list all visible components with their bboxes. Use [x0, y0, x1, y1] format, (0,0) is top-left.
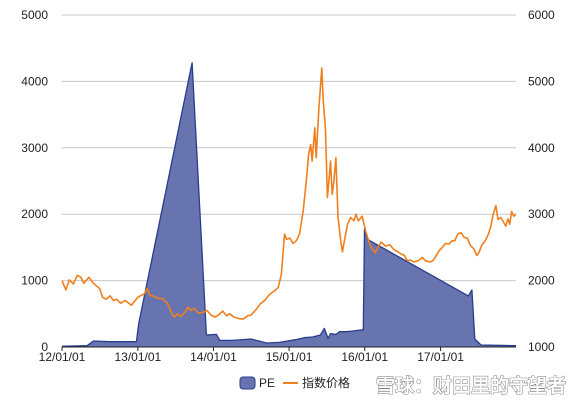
- gridlines: [62, 14, 516, 282]
- y-right-tick-label: 6000: [528, 8, 555, 22]
- y-right-tick-label: 5000: [528, 74, 555, 88]
- y-left-tick-label: 2000: [21, 207, 48, 221]
- y-left-tick-label: 3000: [21, 141, 48, 155]
- pe-area-fill: [62, 62, 516, 348]
- y-left-tick-label: 1000: [21, 274, 48, 288]
- legend: PE 指数价格: [239, 375, 350, 390]
- x-tick-labels: 12/01/01 13/01/01 14/01/01 15/01/01 16/01/01…: [39, 347, 464, 364]
- index-series: [61, 67, 517, 320]
- x-tick-label: 17/01/01: [417, 350, 464, 364]
- legend-label-pe: PE: [259, 376, 275, 390]
- watermark: 雪球：财田里的守望者: [376, 374, 566, 397]
- y-right-tick-label: 4000: [528, 141, 555, 155]
- y-left-tick-label: 5000: [21, 8, 48, 22]
- y-right-tick-label: 1000: [528, 340, 555, 354]
- y-right-tick-label: 3000: [528, 207, 555, 221]
- x-tick-label: 14/01/01: [190, 350, 237, 364]
- x-tick-label: 13/01/01: [114, 350, 161, 364]
- y-left-tick-label: 4000: [21, 74, 48, 88]
- y-left-tick-labels: 0 1000 2000 3000 4000 5000: [21, 8, 48, 354]
- x-tick-label: 12/01/01: [39, 350, 86, 364]
- y-right-tick-labels: 1000 2000 3000 4000 5000 6000: [528, 8, 555, 354]
- y-left-tick-label: 0: [41, 340, 48, 354]
- legend-label-index: 指数价格: [302, 375, 350, 390]
- x-tick-label: 15/01/01: [266, 350, 313, 364]
- y-right-tick-label: 2000: [528, 274, 555, 288]
- index-line: [61, 67, 517, 320]
- x-tick-label: 16/01/01: [341, 350, 388, 364]
- legend-swatch-pe: [239, 376, 256, 390]
